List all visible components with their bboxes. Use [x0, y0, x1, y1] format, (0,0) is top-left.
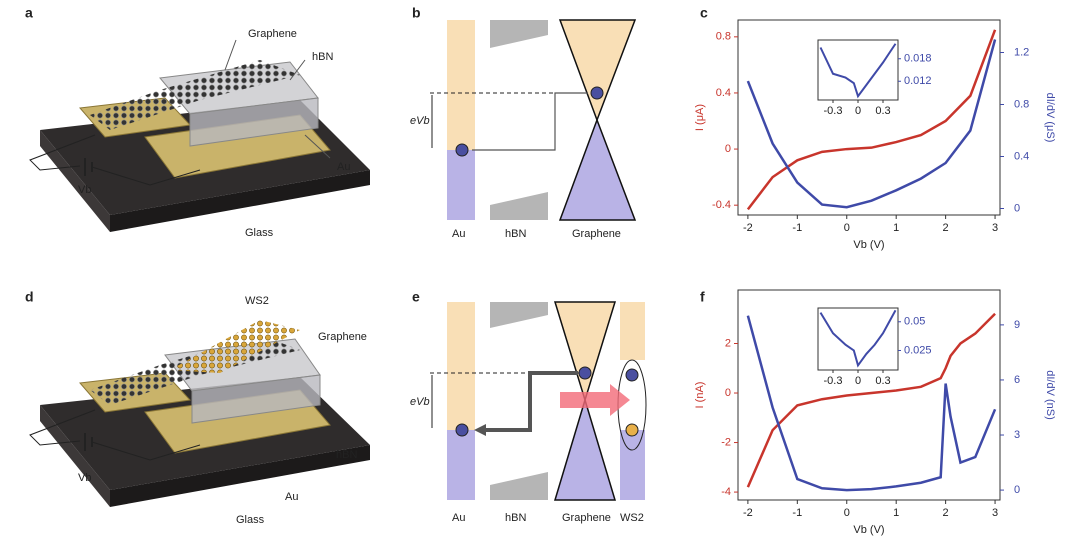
- label: Vb: [78, 472, 91, 484]
- label: hBN: [312, 51, 333, 63]
- panel-letter: a: [25, 5, 33, 21]
- plot-frame: [737, 289, 1001, 501]
- panel-letter: f: [700, 289, 705, 305]
- label: Glass: [245, 227, 274, 239]
- y2-tick-label: 1.2: [1014, 46, 1029, 58]
- label: Glass: [236, 514, 265, 526]
- label: Au: [337, 161, 350, 173]
- device-d: [29, 320, 370, 507]
- data-line: [746, 39, 997, 209]
- y2-tick-label: 9: [1014, 319, 1020, 331]
- inset-x-tick-label: 0: [855, 375, 861, 387]
- inset-frame: [817, 307, 899, 371]
- x-tick-label: 2: [943, 507, 949, 519]
- data-line: [746, 315, 997, 492]
- band-diagram-e: [430, 301, 647, 501]
- y2-axis-label: dI/dV (μS): [1044, 93, 1056, 143]
- panel-letter: e: [412, 289, 420, 305]
- plot-frame: [737, 19, 1001, 216]
- inset-frame: [817, 39, 899, 101]
- x-tick-label: 0: [844, 222, 850, 234]
- x-tick-label: -1: [792, 222, 802, 234]
- x-tick-label: 3: [992, 507, 998, 519]
- inset-x-tick-label: -0.3: [824, 105, 843, 117]
- x-tick-label: -1: [792, 507, 802, 519]
- data-line: [819, 309, 897, 368]
- y-tick-label: 2: [725, 337, 731, 349]
- y-tick-label: 0.8: [716, 31, 731, 43]
- label: Vb: [78, 184, 91, 196]
- x-tick-label: 0: [844, 507, 850, 519]
- y2-tick-label: 0: [1014, 202, 1020, 214]
- x-tick-label: -2: [743, 222, 753, 234]
- label: hBN: [336, 449, 357, 461]
- label: eVb: [410, 115, 430, 127]
- y2-tick-label: 0.4: [1014, 150, 1029, 162]
- y-axis-label: I (nA): [694, 382, 706, 409]
- panel-letter: c: [700, 5, 708, 21]
- inset-x-tick-label: 0.3: [875, 375, 890, 387]
- y-tick-label: -0.4: [712, 199, 731, 211]
- y2-tick-label: 0.8: [1014, 98, 1029, 110]
- label: WS2: [245, 295, 269, 307]
- panel-letter: b: [412, 5, 421, 21]
- data-line: [746, 312, 996, 488]
- label: Au: [452, 512, 465, 524]
- y-tick-label: 0.4: [716, 87, 731, 99]
- y-tick-label: -4: [721, 486, 731, 498]
- x-tick-label: 3: [992, 222, 998, 234]
- x-tick-label: 2: [943, 222, 949, 234]
- y-tick-label: 0: [725, 143, 731, 155]
- data-line: [746, 29, 997, 211]
- x-tick-label: 1: [893, 507, 899, 519]
- label: eVb: [410, 396, 430, 408]
- label: Au: [285, 491, 298, 503]
- inset-y2-tick-label: 0.018: [904, 53, 932, 65]
- label: Au: [452, 228, 465, 240]
- panel-letter: d: [25, 289, 34, 305]
- data-line: [819, 43, 897, 99]
- inset-x-tick-label: -0.3: [824, 375, 843, 387]
- inset-x-tick-label: 0: [855, 105, 861, 117]
- label: hBN: [505, 512, 526, 524]
- label: Graphene: [572, 228, 621, 240]
- x-tick-label: -2: [743, 507, 753, 519]
- x-axis-label: Vb (V): [853, 524, 884, 536]
- device-a: [29, 39, 370, 232]
- label: Graphene: [318, 331, 367, 343]
- label: hBN: [505, 228, 526, 240]
- y-tick-label: -2: [721, 436, 731, 448]
- y2-tick-label: 6: [1014, 374, 1020, 386]
- x-axis-label: Vb (V): [853, 239, 884, 251]
- inset-y2-tick-label: 0.012: [904, 75, 932, 87]
- band-diagram-b: [430, 19, 637, 221]
- inset-y2-tick-label: 0.025: [904, 344, 932, 356]
- y-tick-label: 0: [725, 387, 731, 399]
- x-tick-label: 1: [893, 222, 899, 234]
- y-axis-label: I (μA): [694, 104, 706, 131]
- y2-tick-label: 3: [1014, 429, 1020, 441]
- inset-y2-tick-label: 0.05: [904, 316, 925, 328]
- label: Graphene: [248, 28, 297, 40]
- y2-tick-label: 0: [1014, 484, 1020, 496]
- label: WS2: [620, 512, 644, 524]
- y2-axis-label: dI/dV (nS): [1044, 370, 1056, 420]
- inset-x-tick-label: 0.3: [875, 105, 890, 117]
- label: Graphene: [562, 512, 611, 524]
